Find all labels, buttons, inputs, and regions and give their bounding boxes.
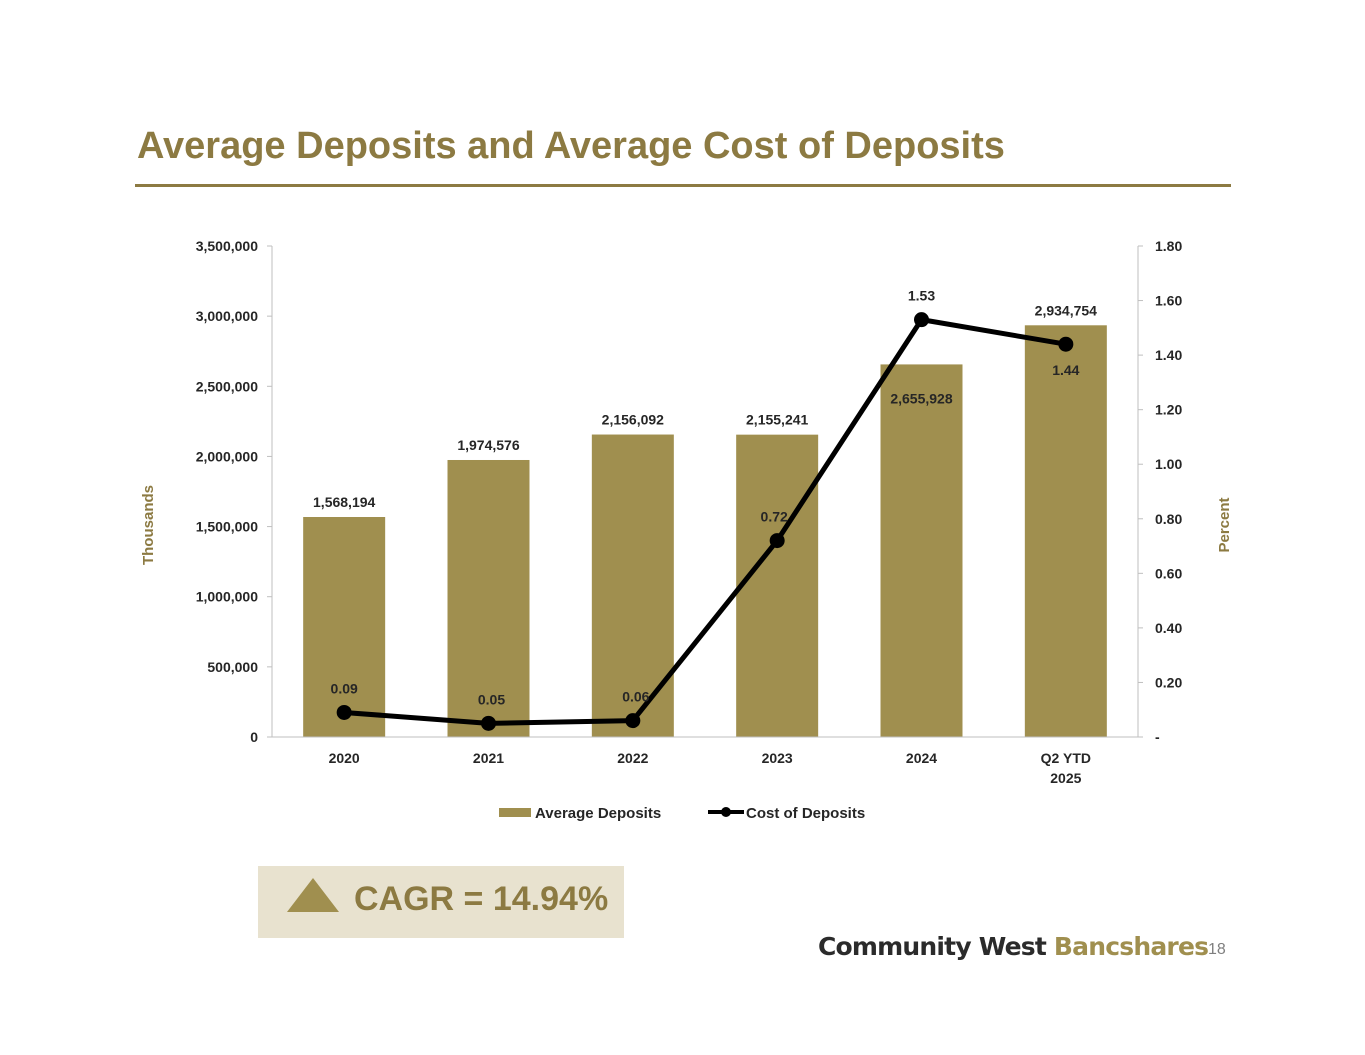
bar	[303, 517, 386, 737]
bar-data-label: 2,155,241	[746, 412, 808, 428]
y-right-tick-label: 1.60	[1155, 293, 1182, 309]
y-left-tick-label: 0	[250, 729, 258, 745]
line-data-label: 0.05	[478, 691, 505, 707]
company-logo: Community West Bancshares	[818, 932, 1209, 961]
y-right-tick-label: 0.80	[1155, 511, 1182, 527]
y-right-tick-label: 1.40	[1155, 347, 1182, 363]
y-right-tick-label: 1.20	[1155, 402, 1182, 418]
y-left-tick-label: 1,000,000	[196, 589, 258, 605]
cagr-label: CAGR = 14.94%	[354, 880, 609, 918]
bar	[880, 364, 963, 737]
series-line	[343, 317, 1067, 726]
line-data-label: 0.06	[622, 689, 649, 705]
y-right-tick-label: 0.40	[1155, 620, 1182, 636]
page-number: 18	[1208, 941, 1226, 958]
bar	[1024, 325, 1107, 737]
y-left-tick-label: 3,000,000	[196, 308, 258, 324]
x-tick-label: 2025	[1050, 770, 1081, 786]
line-data-label: 1.44	[1052, 362, 1079, 378]
line-point	[625, 713, 641, 729]
line-data-label: 0.72	[761, 509, 788, 525]
line-point	[481, 715, 496, 731]
x-tick-label: 2020	[329, 750, 360, 766]
legend-swatch-marker	[721, 807, 731, 817]
legend-swatch-bar	[499, 808, 531, 817]
line-point	[336, 704, 352, 720]
y-left-tick-label: 2,500,000	[196, 378, 258, 394]
bar-data-label: 1,568,194	[313, 494, 375, 510]
bar-data-label: 2,934,754	[1035, 302, 1097, 318]
line-data-label: 1.53	[908, 288, 935, 304]
x-tick-label: 2022	[617, 750, 648, 766]
triangle-up-icon	[287, 878, 339, 912]
x-tick-label: 2023	[762, 750, 793, 766]
y-right-tick-label: 0.20	[1155, 674, 1182, 690]
y-left-axis-title: Thousands	[140, 485, 157, 565]
x-tick-label: 2021	[473, 750, 504, 766]
page-title: Average Deposits and Average Cost of Dep…	[137, 125, 1005, 167]
y-right-tick-label: 1.80	[1155, 238, 1182, 254]
line-point	[1058, 336, 1074, 352]
bar-data-label: 2,655,928	[890, 390, 952, 406]
logo-text-primary: Community West	[818, 932, 1047, 961]
y-right-tick-label: -	[1155, 729, 1160, 745]
bar-data-label: 2,156,092	[602, 412, 664, 428]
x-tick-label: 2024	[906, 750, 937, 766]
y-left-tick-label: 3,500,000	[196, 238, 258, 254]
title-divider	[135, 184, 1231, 187]
line-data-label: 0.09	[331, 680, 358, 696]
y-left-tick-label: 1,500,000	[196, 519, 258, 535]
y-right-tick-label: 0.60	[1155, 565, 1182, 581]
legend-label: Average Deposits	[535, 805, 661, 822]
bar-data-label: 1,974,576	[457, 437, 519, 453]
bar	[736, 434, 819, 737]
x-tick-label: Q2 YTD	[1041, 750, 1091, 766]
y-left-tick-label: 500,000	[207, 659, 258, 675]
logo-text-secondary: Bancshares	[1046, 932, 1209, 961]
y-right-tick-label: 1.00	[1155, 456, 1182, 472]
line-point	[769, 533, 785, 549]
legend-label: Cost of Deposits	[746, 805, 865, 822]
line-point	[914, 312, 929, 328]
y-left-tick-label: 2,000,000	[196, 448, 258, 464]
bar	[447, 459, 530, 737]
y-right-axis-title: Percent	[1216, 497, 1233, 552]
